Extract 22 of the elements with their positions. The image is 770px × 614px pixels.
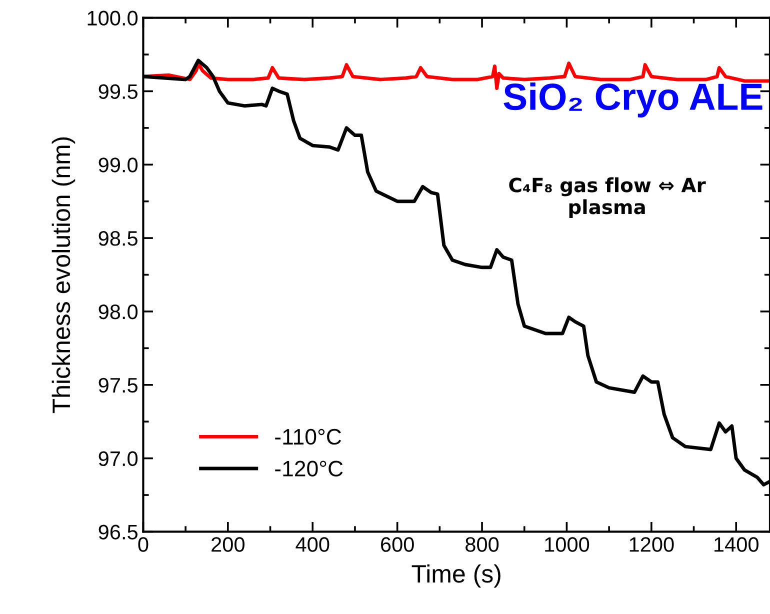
legend-label: -120°C (275, 460, 343, 476)
x-tick-label: 1200 (630, 537, 674, 552)
x-tick-label: 1400 (714, 537, 758, 552)
x-tick-label: 800 (466, 537, 499, 552)
y-tick-label: 97.0 (98, 451, 138, 466)
y-tick-label: 98.0 (98, 304, 138, 320)
x-tick-label: 0 (138, 537, 148, 552)
y-tick-label: 100.0 (88, 10, 138, 26)
x-axis-title: Time (s) (412, 564, 500, 588)
annotation: C₄F₈ gas flow ⇔ Ar plasma (509, 177, 706, 218)
y-axis-title: Thickness evolution (nm) (52, 137, 76, 414)
annotation: SiO₂ Cryo ALE (504, 82, 762, 118)
x-tick-label: 600 (381, 537, 414, 552)
legend-label: -110°C (275, 428, 342, 445)
y-tick-label: 98.5 (98, 231, 138, 246)
y-tick-label: 96.5 (98, 524, 138, 540)
y-tick-label: 97.5 (98, 378, 138, 393)
x-tick-label: 200 (212, 537, 244, 552)
y-tick-label: 99.5 (98, 84, 138, 99)
y-tick-label: 99.0 (98, 158, 138, 172)
x-tick-label: 1000 (545, 537, 590, 552)
x-tick-label: 400 (296, 537, 330, 552)
